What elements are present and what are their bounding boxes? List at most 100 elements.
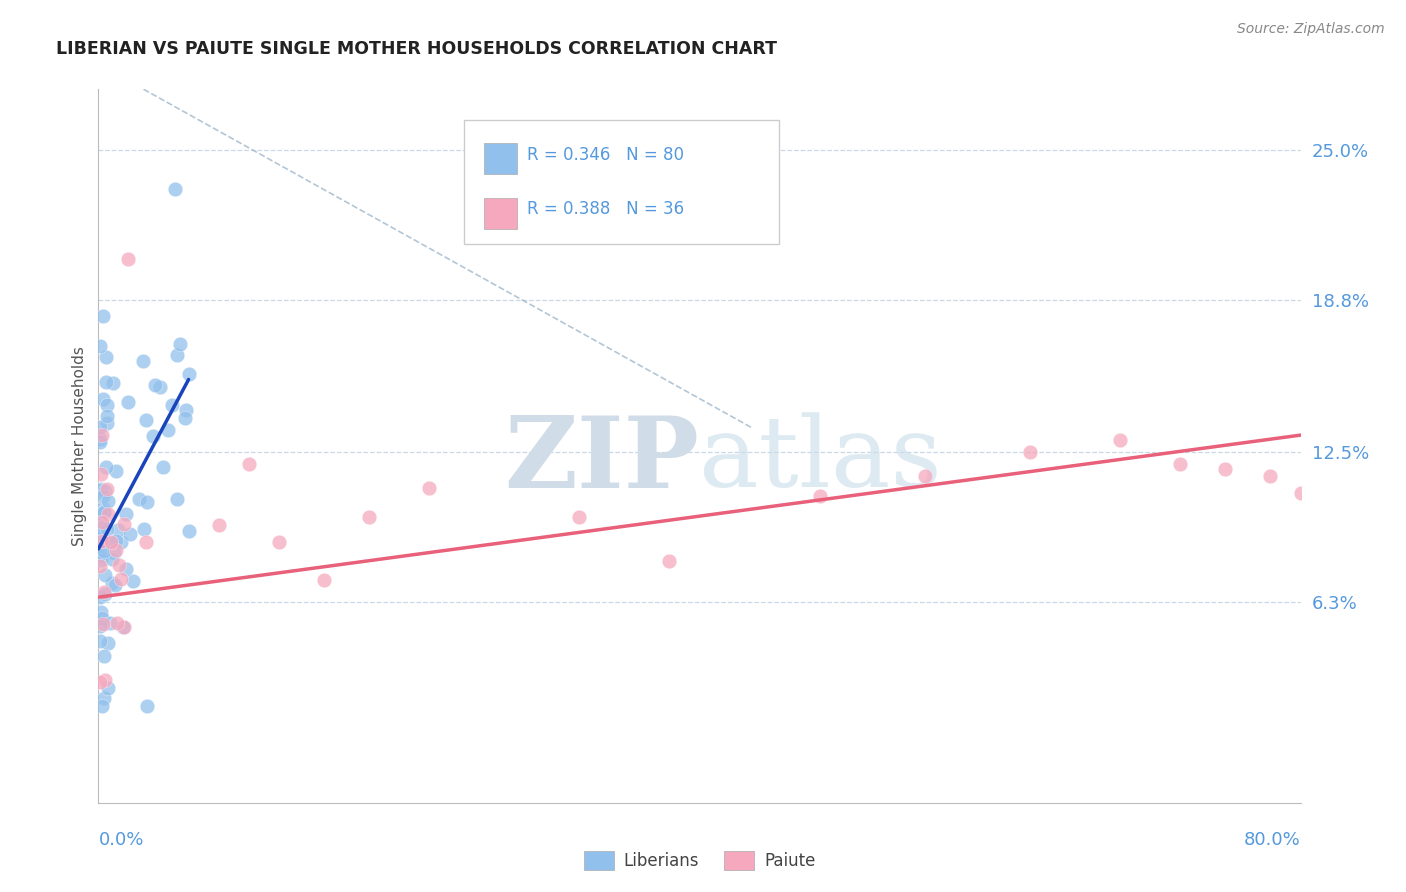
Point [166, 491, 188, 506]
Point [108, 558, 131, 573]
Text: atlas: atlas [699, 412, 942, 508]
Point [1260, 469, 1282, 483]
Point [658, 554, 681, 568]
Point [101, 551, 124, 566]
Point [90, 605, 112, 619]
Point [105, 615, 128, 630]
Point [96, 482, 118, 496]
Point [89, 549, 111, 563]
Point [120, 526, 142, 541]
Point [808, 489, 831, 503]
Point [104, 533, 127, 548]
Point [96, 521, 118, 535]
Point [91, 501, 114, 516]
Point [914, 469, 936, 483]
Point [136, 494, 159, 508]
Point [89, 532, 111, 546]
Point [135, 535, 157, 549]
Point [135, 699, 157, 714]
Point [177, 524, 200, 538]
Point [90, 533, 112, 548]
Point [89, 542, 111, 557]
Point [149, 379, 172, 393]
Point [131, 354, 153, 368]
Point [91, 489, 114, 503]
Point [208, 517, 231, 532]
Point [93, 673, 115, 687]
Point [134, 522, 156, 536]
Point [94, 376, 117, 390]
Point [1289, 486, 1312, 500]
Text: 0.0%: 0.0% [98, 831, 143, 849]
Point [89, 434, 111, 449]
Point [90, 521, 112, 535]
Point [100, 536, 122, 550]
Point [312, 574, 335, 588]
Point [90, 699, 112, 714]
Point [90, 553, 112, 567]
Point [89, 483, 111, 498]
Point [91, 610, 114, 624]
Point [105, 542, 128, 557]
Point [93, 648, 115, 663]
Point [93, 691, 115, 706]
Text: R = 0.388   N = 36: R = 0.388 N = 36 [527, 201, 685, 219]
Point [90, 507, 112, 521]
Point [143, 378, 166, 392]
Point [128, 491, 150, 506]
Point [96, 409, 118, 423]
Text: Source: ZipAtlas.com: Source: ZipAtlas.com [1237, 22, 1385, 37]
Point [165, 182, 187, 196]
Point [357, 510, 380, 524]
Point [114, 562, 136, 576]
Point [93, 544, 115, 558]
Point [91, 516, 114, 530]
Point [568, 510, 591, 524]
Point [117, 252, 139, 266]
Point [98, 616, 121, 631]
Point [97, 493, 120, 508]
Point [107, 523, 129, 537]
Point [97, 681, 120, 695]
Point [1215, 462, 1237, 476]
Point [91, 616, 114, 631]
Point [110, 535, 132, 549]
Point [103, 546, 125, 560]
Point [104, 464, 127, 478]
Point [89, 619, 111, 633]
Point [93, 567, 115, 582]
Point [94, 460, 117, 475]
Point [91, 309, 114, 323]
Point [173, 410, 195, 425]
Text: ZIP: ZIP [505, 412, 699, 508]
Point [89, 485, 111, 500]
Point [110, 572, 132, 586]
Point [97, 636, 120, 650]
Point [93, 505, 115, 519]
Point [96, 399, 118, 413]
Point [89, 419, 111, 434]
Point [94, 350, 117, 364]
Point [1170, 457, 1192, 471]
Point [89, 559, 111, 574]
Point [96, 416, 118, 430]
Point [93, 505, 115, 519]
Point [100, 536, 122, 550]
Point [111, 620, 134, 634]
Text: 80.0%: 80.0% [1244, 831, 1301, 849]
Point [156, 424, 179, 438]
Point [1019, 445, 1042, 459]
Point [160, 398, 183, 412]
Point [177, 368, 200, 382]
Point [89, 634, 111, 648]
Point [122, 574, 145, 588]
Point [97, 508, 120, 522]
Legend: Liberians, Paiute: Liberians, Paiute [576, 844, 823, 877]
Point [152, 460, 174, 475]
Point [89, 590, 111, 604]
Point [90, 482, 112, 496]
Point [238, 457, 260, 471]
Text: R = 0.346   N = 80: R = 0.346 N = 80 [527, 145, 685, 163]
Point [89, 674, 111, 689]
Point [418, 481, 440, 495]
